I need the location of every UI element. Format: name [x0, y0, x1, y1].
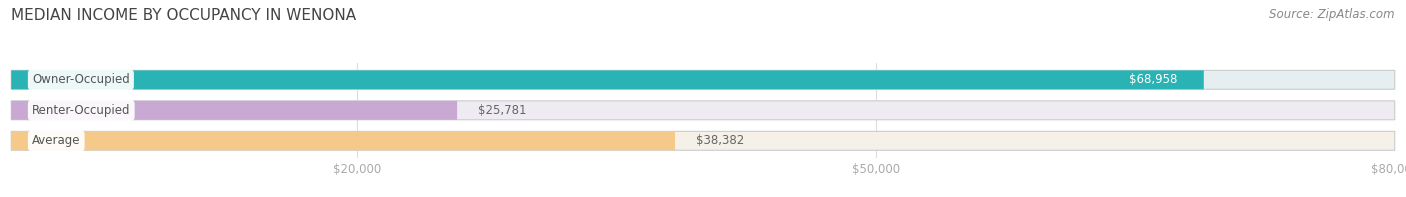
FancyBboxPatch shape	[11, 101, 457, 120]
FancyBboxPatch shape	[11, 131, 1395, 150]
FancyBboxPatch shape	[11, 70, 1204, 89]
FancyBboxPatch shape	[11, 131, 675, 150]
Text: Average: Average	[32, 134, 80, 147]
Text: Owner-Occupied: Owner-Occupied	[32, 73, 129, 86]
Text: MEDIAN INCOME BY OCCUPANCY IN WENONA: MEDIAN INCOME BY OCCUPANCY IN WENONA	[11, 8, 356, 23]
FancyBboxPatch shape	[11, 101, 1395, 120]
Text: Renter-Occupied: Renter-Occupied	[32, 104, 131, 117]
Text: Source: ZipAtlas.com: Source: ZipAtlas.com	[1270, 8, 1395, 21]
Text: $25,781: $25,781	[478, 104, 526, 117]
Text: $68,958: $68,958	[1129, 73, 1178, 86]
Text: $38,382: $38,382	[696, 134, 744, 147]
FancyBboxPatch shape	[11, 70, 1395, 89]
